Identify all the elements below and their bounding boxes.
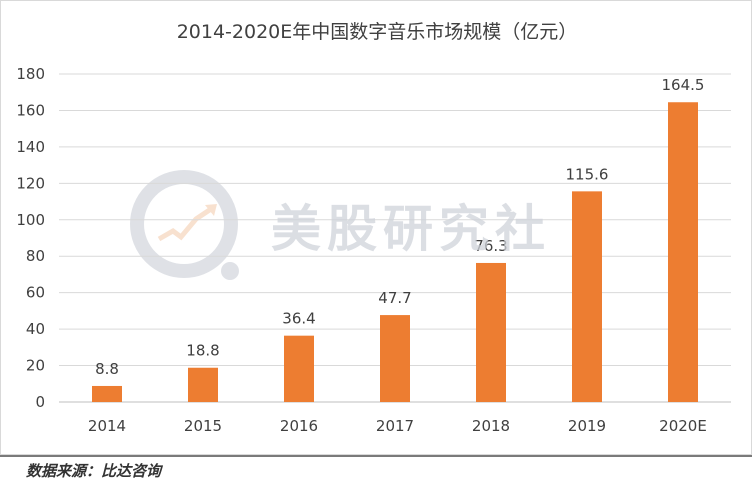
data-label-2017: 47.7 [378, 289, 411, 307]
x-tick-label-2016: 2016 [280, 417, 318, 435]
bar-2015 [188, 367, 218, 402]
x-tick-label-2015: 2015 [184, 417, 222, 435]
y-tick-label: 20 [26, 357, 45, 375]
chart-title: 2014-2020E年中国数字音乐市场规模（亿元） [177, 21, 578, 43]
y-tick-label: 0 [35, 393, 45, 411]
bars [92, 102, 698, 402]
bar-2018 [476, 262, 506, 402]
watermark-text: 美股研究社 [271, 200, 551, 258]
data-labels: 8.8 18.8 36.4 47.7 76.3 115.6 164.5 [95, 76, 704, 378]
data-label-2020E: 164.5 [662, 76, 705, 94]
y-tick-label: 140 [16, 138, 45, 156]
y-tick-label: 120 [16, 174, 45, 192]
x-tick-label-2017: 2017 [376, 417, 414, 435]
x-tick-label-2019: 2019 [568, 417, 606, 435]
x-tick-label-2014: 2014 [88, 417, 126, 435]
watermark-logo-icon [130, 170, 239, 280]
data-label-2019: 115.6 [566, 165, 609, 183]
gridlines [59, 73, 731, 403]
bar-2020E [668, 102, 698, 402]
y-tick-label: 40 [26, 320, 45, 338]
data-label-2015: 18.8 [186, 342, 219, 360]
data-label-2018: 76.3 [474, 237, 507, 255]
bar-chart: 8.8 18.8 36.4 47.7 76.3 115.6 164.5 0 20 40 60 80 1… [16, 21, 731, 435]
y-tick-label: 80 [26, 247, 45, 265]
data-label-2014: 8.8 [95, 360, 119, 378]
x-axis-ticks: 2014 2015 2016 2017 2018 2019 2020E [88, 417, 707, 435]
bar-2014 [92, 385, 122, 402]
x-tick-label-2018: 2018 [472, 417, 510, 435]
y-tick-label: 100 [16, 211, 45, 229]
source-note: 数据来源：比达咨询 [0, 455, 752, 487]
bar-2016 [284, 335, 314, 402]
y-axis-ticks: 0 20 40 60 80 100 120 140 160 180 [16, 65, 45, 411]
y-tick-label: 160 [16, 101, 45, 119]
y-tick-label: 60 [26, 284, 45, 302]
x-tick-label-2020E: 2020E [659, 417, 707, 435]
chart-area: 8.8 18.8 36.4 47.7 76.3 115.6 164.5 0 20 40 60 80 1… [0, 0, 752, 455]
data-label-2016: 36.4 [282, 310, 315, 328]
bar-2019 [572, 191, 602, 402]
bar-2017 [380, 315, 410, 402]
y-tick-label: 180 [16, 65, 45, 83]
